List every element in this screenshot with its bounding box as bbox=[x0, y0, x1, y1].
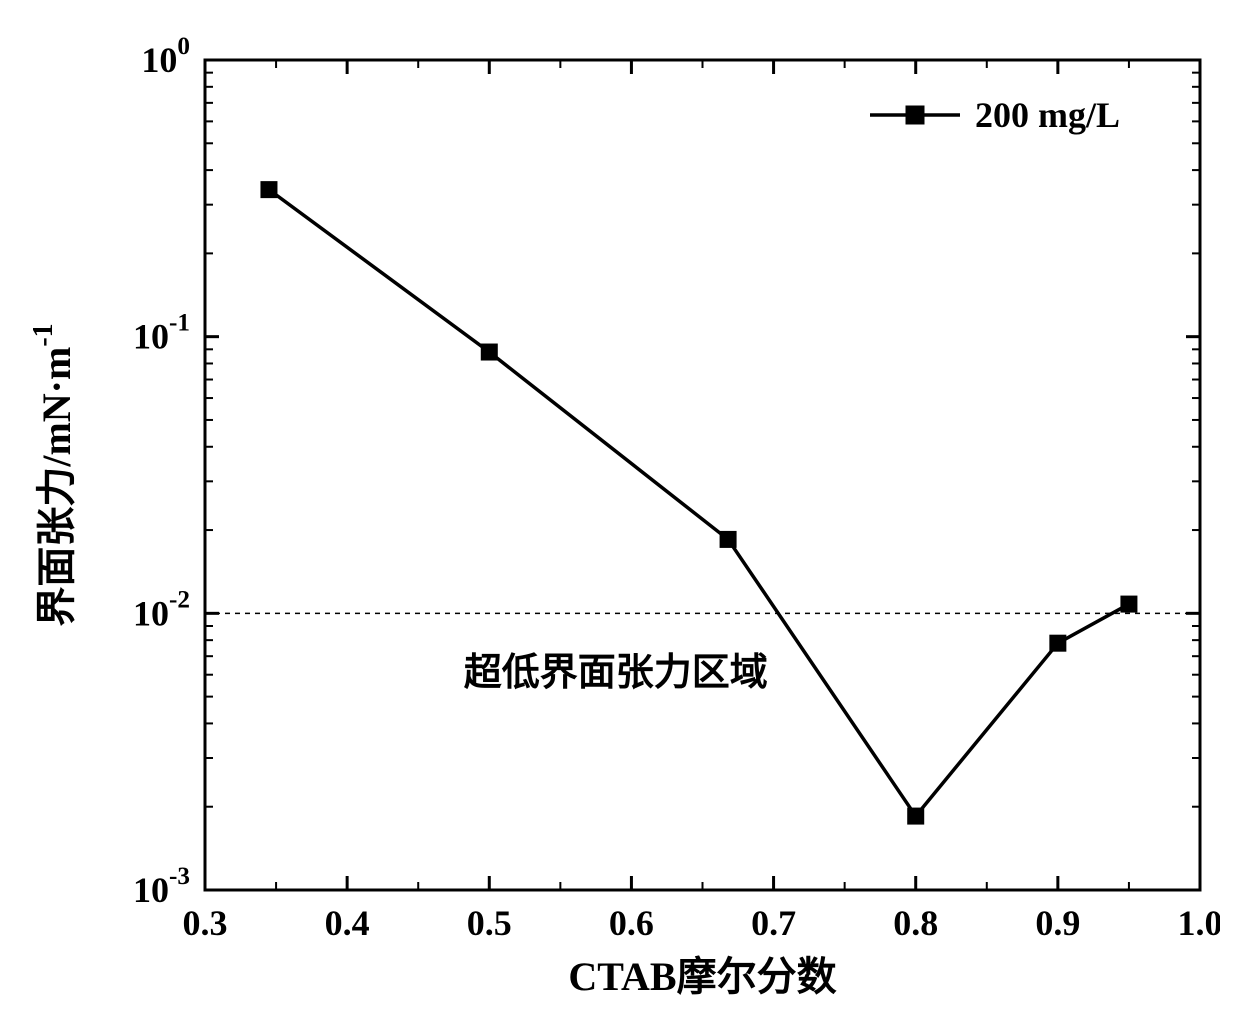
chart-container: 0.3 0.4 0.5 0.6 0.7 0.8 0.9 1.0 10-3 10-2 10-1 100 超… bbox=[20, 20, 1220, 1000]
x-tick-label: 0.7 bbox=[751, 903, 796, 943]
x-tick-label: 0.8 bbox=[893, 903, 938, 943]
plot-border bbox=[205, 60, 1200, 890]
data-marker bbox=[1121, 596, 1137, 612]
y-axis-label: 界面张力/mN·m-1 bbox=[28, 323, 79, 626]
x-axis-label: CTAB摩尔分数 bbox=[568, 954, 836, 999]
data-marker bbox=[720, 531, 736, 547]
legend-label: 200 mg/L bbox=[975, 95, 1120, 135]
data-marker bbox=[1050, 635, 1066, 651]
y-tick-label: 10-1 bbox=[133, 310, 190, 357]
chart-svg: 0.3 0.4 0.5 0.6 0.7 0.8 0.9 1.0 10-3 10-2 10-1 100 超… bbox=[20, 20, 1220, 1000]
x-tick-label: 0.5 bbox=[467, 903, 512, 943]
y-tick-label: 10-2 bbox=[133, 586, 190, 633]
series-line bbox=[269, 190, 1129, 816]
x-tick-label: 0.3 bbox=[183, 903, 228, 943]
x-tick-label: 0.4 bbox=[325, 903, 370, 943]
x-tick-label: 0.9 bbox=[1035, 903, 1080, 943]
data-marker bbox=[261, 182, 277, 198]
x-tick-label: 1.0 bbox=[1178, 903, 1221, 943]
legend-marker bbox=[906, 106, 924, 124]
data-marker bbox=[908, 808, 924, 824]
annotation-text: 超低界面张力区域 bbox=[464, 652, 768, 694]
y-tick-label: 10-3 bbox=[133, 863, 190, 910]
y-tick-label: 100 bbox=[141, 33, 190, 80]
x-tick-label: 0.6 bbox=[609, 903, 654, 943]
data-marker bbox=[481, 344, 497, 360]
